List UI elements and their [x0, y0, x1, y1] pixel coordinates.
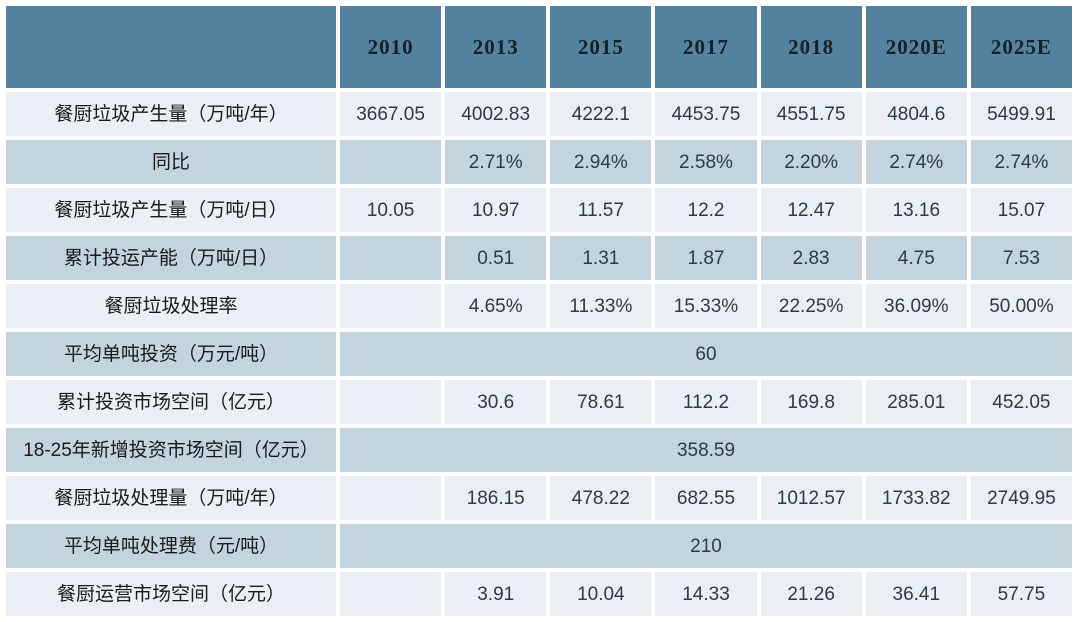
value-cell	[340, 236, 442, 280]
table-row: 餐厨垃圾处理率 4.65% 11.33% 15.33% 22.25% 36.09% 50.0…	[6, 284, 1072, 328]
value-cell: 78.61	[550, 380, 652, 424]
value-cell: 4804.6	[865, 92, 967, 136]
value-cell	[340, 380, 442, 424]
header-cell-row-labels	[6, 6, 336, 88]
value-cell	[340, 572, 442, 616]
value-cell: 15.07	[970, 188, 1072, 232]
value-cell: 0.51	[445, 236, 547, 280]
value-cell: 4002.83	[445, 92, 547, 136]
header-cell-year: 2015	[550, 6, 652, 88]
row-label: 餐厨垃圾产生量（万吨/年）	[6, 92, 336, 136]
row-label: 餐厨运营市场空间（亿元）	[6, 572, 336, 616]
row-label: 餐厨垃圾处理率	[6, 284, 336, 328]
value-cell: 5499.91	[970, 92, 1072, 136]
value-cell: 15.33%	[655, 284, 757, 328]
table-row: 餐厨垃圾产生量（万吨/年） 3667.05 4002.83 4222.1 4453.75…	[6, 92, 1072, 136]
row-label: 餐厨垃圾处理量（万吨/年）	[6, 476, 336, 520]
merged-value-cell: 60	[340, 332, 1072, 376]
table-row: 餐厨运营市场空间（亿元） 3.91 10.04 14.33 21.26 36.41 57.7…	[6, 572, 1072, 616]
table-body: 餐厨垃圾产生量（万吨/年） 3667.05 4002.83 4222.1 4453.75…	[6, 92, 1072, 616]
merged-value-cell: 210	[340, 524, 1072, 568]
value-cell: 12.47	[760, 188, 862, 232]
value-cell: 2.20%	[760, 140, 862, 184]
value-cell	[340, 284, 442, 328]
table-row: 18-25年新增投资市场空间（亿元） 358.59	[6, 428, 1072, 472]
value-cell: 682.55	[655, 476, 757, 520]
table-row: 餐厨垃圾处理量（万吨/年） 186.15 478.22 682.55 1012.57 17…	[6, 476, 1072, 520]
table-row: 平均单吨处理费（元/吨） 210	[6, 524, 1072, 568]
value-cell: 2.94%	[550, 140, 652, 184]
value-cell: 4222.1	[550, 92, 652, 136]
value-cell: 12.2	[655, 188, 757, 232]
value-cell: 2.83	[760, 236, 862, 280]
table-row: 累计投运产能（万吨/日） 0.51 1.31 1.87 2.83 4.75 7.53	[6, 236, 1072, 280]
value-cell: 4453.75	[655, 92, 757, 136]
value-cell: 2749.95	[970, 476, 1072, 520]
value-cell: 10.97	[445, 188, 547, 232]
value-cell: 30.6	[445, 380, 547, 424]
value-cell: 11.33%	[550, 284, 652, 328]
value-cell: 21.26	[760, 572, 862, 616]
value-cell: 452.05	[970, 380, 1072, 424]
header-cell-year: 2010	[340, 6, 442, 88]
value-cell: 169.8	[760, 380, 862, 424]
value-cell: 1.87	[655, 236, 757, 280]
value-cell: 4.65%	[445, 284, 547, 328]
value-cell: 1733.82	[865, 476, 967, 520]
table-row: 累计投资市场空间（亿元） 30.6 78.61 112.2 169.8 285.01 452…	[6, 380, 1072, 424]
value-cell: 285.01	[865, 380, 967, 424]
value-cell: 186.15	[445, 476, 547, 520]
row-label: 累计投资市场空间（亿元）	[6, 380, 336, 424]
value-cell: 1012.57	[760, 476, 862, 520]
value-cell	[340, 476, 442, 520]
value-cell	[340, 140, 442, 184]
header-cell-year: 2018	[760, 6, 862, 88]
value-cell: 478.22	[550, 476, 652, 520]
value-cell: 112.2	[655, 380, 757, 424]
row-label: 同比	[6, 140, 336, 184]
merged-value-cell: 358.59	[340, 428, 1072, 472]
value-cell: 14.33	[655, 572, 757, 616]
value-cell: 2.71%	[445, 140, 547, 184]
header-cell-year: 2017	[655, 6, 757, 88]
value-cell: 13.16	[865, 188, 967, 232]
value-cell: 36.09%	[865, 284, 967, 328]
table-row: 餐厨垃圾产生量（万吨/日） 10.05 10.97 11.57 12.2 12.47 13.…	[6, 188, 1072, 232]
value-cell: 2.58%	[655, 140, 757, 184]
value-cell: 22.25%	[760, 284, 862, 328]
value-cell: 7.53	[970, 236, 1072, 280]
header-cell-year: 2020E	[865, 6, 967, 88]
value-cell: 2.74%	[865, 140, 967, 184]
header-row: 2010 2013 2015 2017 2018 2020E 2025E	[6, 6, 1072, 88]
value-cell: 4551.75	[760, 92, 862, 136]
table-header: 2010 2013 2015 2017 2018 2020E 2025E	[6, 6, 1072, 88]
header-cell-year: 2013	[445, 6, 547, 88]
value-cell: 4.75	[865, 236, 967, 280]
value-cell: 11.57	[550, 188, 652, 232]
value-cell: 2.74%	[970, 140, 1072, 184]
value-cell: 1.31	[550, 236, 652, 280]
value-cell: 57.75	[970, 572, 1072, 616]
header-cell-year: 2025E	[970, 6, 1072, 88]
row-label: 累计投运产能（万吨/日）	[6, 236, 336, 280]
value-cell: 36.41	[865, 572, 967, 616]
row-label: 平均单吨投资（万元/吨）	[6, 332, 336, 376]
row-label: 平均单吨处理费（元/吨）	[6, 524, 336, 568]
value-cell: 3.91	[445, 572, 547, 616]
value-cell: 3667.05	[340, 92, 442, 136]
row-label: 餐厨垃圾产生量（万吨/日）	[6, 188, 336, 232]
value-cell: 10.05	[340, 188, 442, 232]
table-row: 同比 2.71% 2.94% 2.58% 2.20% 2.74% 2.74%	[6, 140, 1072, 184]
value-cell: 10.04	[550, 572, 652, 616]
table-row: 平均单吨投资（万元/吨） 60	[6, 332, 1072, 376]
row-label: 18-25年新增投资市场空间（亿元）	[6, 428, 336, 472]
value-cell: 50.00%	[970, 284, 1072, 328]
